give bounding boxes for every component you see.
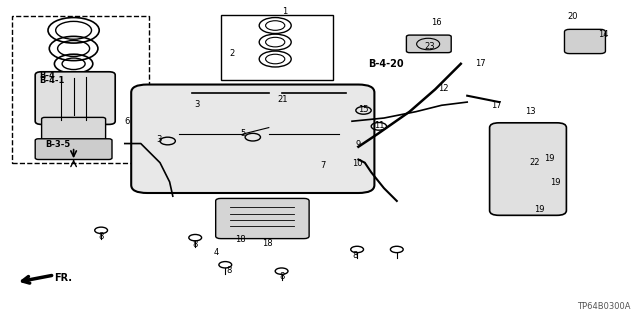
Text: 3: 3 [156,135,161,144]
Text: 8: 8 [193,241,198,249]
Text: 4: 4 [214,248,219,256]
Text: 2: 2 [229,49,234,58]
Text: 3: 3 [195,100,200,109]
Text: 18: 18 [235,235,245,244]
Text: 7: 7 [321,161,326,170]
Text: 21: 21 [278,95,288,104]
Text: 22: 22 [529,158,540,167]
Text: B-4-20: B-4-20 [368,59,404,69]
Text: FR.: FR. [54,273,72,283]
FancyBboxPatch shape [216,198,309,239]
Text: TP64B0300A: TP64B0300A [577,302,630,311]
Text: 13: 13 [525,107,535,115]
Text: 9: 9 [356,140,361,149]
Text: 14: 14 [598,30,608,39]
Text: B-4: B-4 [40,71,56,80]
Text: 8: 8 [279,272,284,281]
Text: 19: 19 [550,178,561,187]
Text: 8: 8 [227,266,232,275]
Text: 20: 20 [568,12,578,21]
FancyBboxPatch shape [131,85,374,193]
FancyBboxPatch shape [490,123,566,215]
Text: 19: 19 [544,154,554,163]
FancyBboxPatch shape [35,72,115,124]
Text: 17: 17 [475,59,485,68]
Text: 8: 8 [353,251,358,260]
FancyBboxPatch shape [35,139,112,160]
Text: 16: 16 [431,19,442,27]
Text: 10: 10 [352,159,362,168]
FancyBboxPatch shape [564,29,605,54]
FancyBboxPatch shape [406,35,451,53]
Text: 8: 8 [99,232,104,241]
Text: 18: 18 [262,239,273,248]
Text: 15: 15 [358,105,369,114]
Text: B-4-1: B-4-1 [40,76,65,85]
Text: B-3-5: B-3-5 [45,140,70,149]
Text: 1: 1 [282,7,287,16]
Text: 12: 12 [438,84,448,93]
Text: 11: 11 [374,121,384,130]
Text: 17: 17 [491,101,501,110]
FancyBboxPatch shape [42,117,106,144]
Bar [221,15,333,80]
Text: 23: 23 [425,42,435,51]
Text: 5: 5 [241,129,246,138]
Text: 19: 19 [534,205,544,214]
Text: 6: 6 [124,117,129,126]
